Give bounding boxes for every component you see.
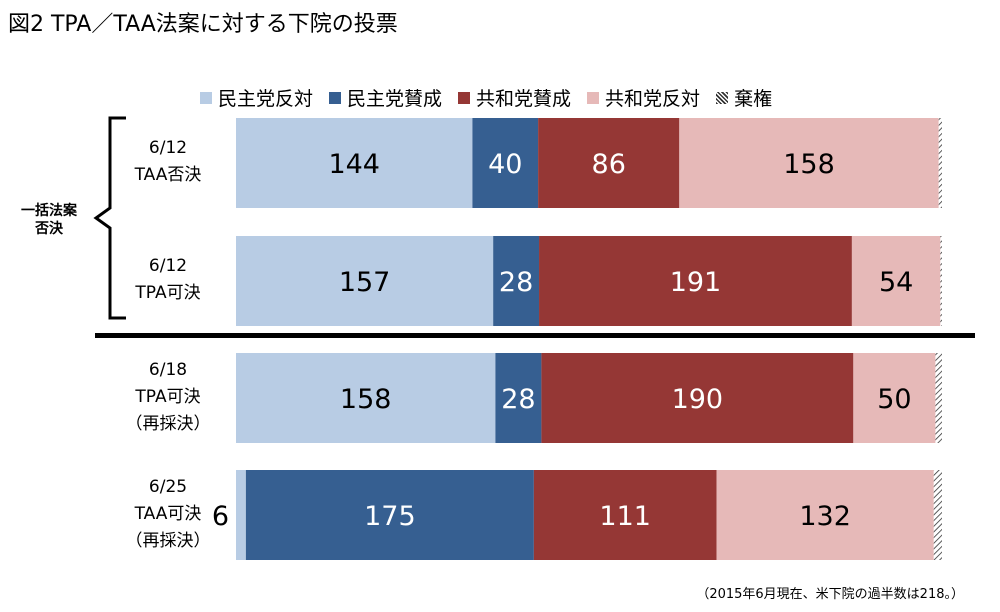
bar-segment-dem-for bbox=[493, 236, 540, 326]
separator-line bbox=[95, 333, 975, 338]
bar-segment-rep-for bbox=[533, 470, 717, 560]
legend-swatch bbox=[458, 91, 471, 104]
legend-label: 共和党賛成 bbox=[476, 88, 572, 110]
bar-value-label: 190 bbox=[672, 384, 724, 415]
bar-value-label: 6 bbox=[212, 501, 229, 532]
legend-swatch bbox=[329, 91, 342, 104]
legend-label: 共和党反対 bbox=[605, 88, 701, 110]
bar-segment-dem-against bbox=[236, 353, 496, 443]
row-label-note: （再採決） bbox=[125, 531, 211, 551]
bar-segment-rep-for bbox=[541, 353, 854, 443]
bar-segment-rep-for bbox=[538, 118, 680, 208]
row-label-bill: TAA否決 bbox=[134, 165, 202, 185]
legend-item-dem-for: 民主党賛成 bbox=[329, 84, 442, 111]
bar-segment-rep-against bbox=[853, 353, 936, 443]
bar-segment-rep-against bbox=[679, 118, 939, 208]
bar-segment-abstain bbox=[935, 353, 942, 443]
bar-value-label: 132 bbox=[799, 501, 851, 532]
row-label-date: 6/18 bbox=[148, 360, 188, 380]
row-label-bill: TPA可決 bbox=[135, 283, 201, 303]
bar-value-label: 175 bbox=[364, 501, 416, 532]
bar-segment-abstain bbox=[938, 118, 942, 208]
bar-value-label: 28 bbox=[499, 267, 533, 298]
row-label-0: 6/12 TAA否決 bbox=[112, 135, 224, 189]
bar-segment-abstain bbox=[940, 236, 942, 326]
bar-segment-dem-against bbox=[236, 470, 246, 560]
bar-value-label: 54 bbox=[879, 267, 913, 298]
bars-group: 144 40 86 158 157 28 191 54 158 28 190 50 6 175 111 132 bbox=[212, 118, 942, 560]
bar-value-label: 111 bbox=[599, 501, 651, 532]
legend-label: 民主党反対 bbox=[218, 88, 314, 110]
row-label-3: 6/25 TAA可決 （再採決） bbox=[112, 474, 224, 555]
bar-segment-dem-against bbox=[236, 118, 473, 208]
bar-value-label: 50 bbox=[877, 384, 911, 415]
row-label-bill: TPA可決 bbox=[135, 387, 201, 407]
row-label-note: （再採決） bbox=[125, 414, 211, 434]
footnote: （2015年6月現在、米下院の過半数は218。） bbox=[696, 587, 964, 602]
bar-segment-rep-for bbox=[539, 236, 852, 326]
legend-label: 民主党賛成 bbox=[347, 88, 443, 110]
legend-swatch bbox=[200, 91, 212, 104]
bar-segment-dem-for bbox=[495, 353, 542, 443]
bar-value-label: 86 bbox=[592, 149, 626, 180]
legend-swatch bbox=[716, 91, 729, 104]
bar-value-label: 28 bbox=[501, 384, 535, 415]
legend-item-dem-against: 民主党反対 bbox=[200, 84, 313, 111]
bar-segment-dem-against bbox=[236, 236, 494, 326]
bar-segment-rep-against bbox=[716, 470, 934, 560]
row-label-2: 6/18 TPA可決 （再採決） bbox=[112, 357, 224, 438]
legend-item-rep-for: 共和党賛成 bbox=[458, 84, 571, 111]
legend-item-abstain: 棄権 bbox=[716, 84, 772, 111]
group-bracket bbox=[93, 116, 126, 320]
bar-segment-dem-for bbox=[245, 470, 534, 560]
bar-value-label: 158 bbox=[783, 149, 835, 180]
bar-value-label: 157 bbox=[339, 267, 391, 298]
row-label-date: 6/12 bbox=[148, 138, 188, 158]
legend-item-rep-against: 共和党反対 bbox=[587, 84, 700, 111]
page-title: 図2 TPA／TAA法案に対する下院の投票 bbox=[8, 12, 398, 37]
row-label-1: 6/12 TPA可決 bbox=[112, 253, 224, 307]
legend-swatch bbox=[587, 91, 600, 104]
bar-segment-abstain bbox=[933, 470, 942, 560]
bar-value-label: 191 bbox=[670, 267, 722, 298]
bar-value-label: 158 bbox=[340, 384, 392, 415]
bar-segment-rep-against bbox=[851, 236, 941, 326]
bar-value-label: 40 bbox=[488, 149, 522, 180]
bar-value-label: 144 bbox=[328, 149, 380, 180]
group-label: 一括法案 否決 bbox=[21, 203, 77, 237]
row-label-date: 6/12 bbox=[148, 256, 188, 276]
bar-segment-dem-for bbox=[472, 118, 539, 208]
row-label-bill: TAA可決 bbox=[134, 504, 202, 524]
legend: 民主党反対 民主党賛成 共和党賛成 共和党反対 棄権 bbox=[200, 84, 788, 111]
row-label-date: 6/25 bbox=[148, 477, 188, 497]
legend-label: 棄権 bbox=[734, 88, 773, 110]
